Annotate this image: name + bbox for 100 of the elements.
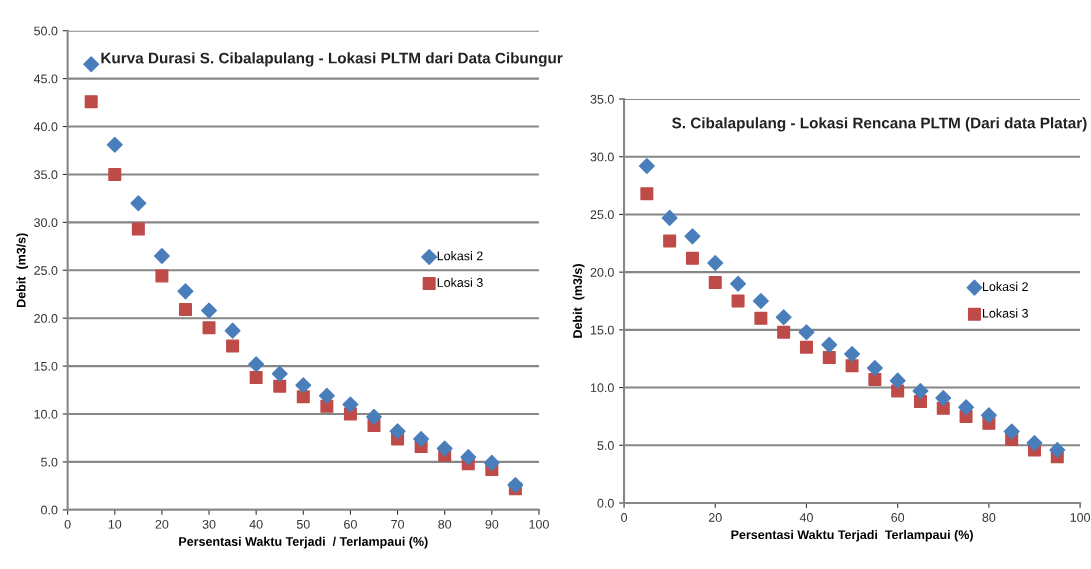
- point: [153, 247, 170, 264]
- point: [798, 324, 815, 341]
- point: [708, 276, 722, 290]
- point: [1049, 441, 1066, 458]
- y-tick-label: 0.0: [597, 498, 614, 508]
- y-tick-label: 10.0: [34, 409, 58, 419]
- point: [296, 390, 310, 404]
- point: [436, 440, 453, 457]
- point: [958, 399, 975, 416]
- point: [913, 394, 927, 408]
- text: Kurva Durasi S. Cibalapulang - Lokasi PLTM dari Data Cibungur: [101, 52, 563, 67]
- y-tick-label: 5.0: [597, 441, 614, 450]
- x-tick-label: 40: [799, 513, 813, 522]
- point: [155, 269, 169, 283]
- y-axis-title: Debit (m3/s): [572, 264, 585, 338]
- y-axis-title: Debit (m3/s): [16, 233, 29, 307]
- point: [685, 251, 699, 265]
- x-tick-label: 80: [982, 513, 996, 522]
- point: [1003, 423, 1020, 440]
- point: [752, 293, 769, 309]
- point: [661, 209, 678, 226]
- point: [707, 254, 724, 271]
- x-axis-title: Persentasi Waktu Terjadi / Terlampaui (%): [179, 536, 428, 549]
- point: [731, 294, 745, 308]
- point: [822, 351, 836, 365]
- point: [638, 157, 655, 174]
- y-tick-label: 25.0: [590, 210, 614, 220]
- point: [889, 372, 906, 389]
- point: [389, 423, 406, 440]
- point: [131, 222, 145, 236]
- point: [684, 228, 701, 245]
- x-tick-label: 10: [108, 519, 122, 529]
- point: [845, 359, 859, 373]
- point: [201, 302, 218, 319]
- point: [936, 401, 950, 415]
- y-tick-label: 30.0: [34, 218, 58, 228]
- y-tick-label: 20.0: [34, 313, 58, 323]
- x-tick-label: 30: [202, 519, 216, 529]
- point: [295, 377, 312, 394]
- point: [249, 371, 263, 385]
- text: S. Cibalapulang - Lokasi Rencana PLTM (Dari data Platar): [672, 117, 1087, 132]
- y-tick-label: 20.0: [590, 267, 614, 277]
- point: [178, 303, 192, 317]
- point: [821, 336, 838, 353]
- point: [130, 195, 147, 212]
- point: [248, 356, 265, 373]
- point: [507, 476, 524, 493]
- point: [640, 187, 654, 201]
- point: [754, 311, 768, 325]
- x-tick-label: 100: [529, 519, 549, 529]
- point: [777, 325, 791, 339]
- point: [1026, 434, 1043, 451]
- point: [224, 322, 241, 339]
- x-tick-label: 60: [891, 513, 905, 522]
- x-tick-label: 20: [155, 519, 169, 529]
- y-tick-label: 35.0: [34, 170, 58, 180]
- legend-label: Lokasi 3: [437, 277, 483, 287]
- y-tick-label: 40.0: [33, 122, 58, 132]
- x-tick-label: 20: [708, 513, 722, 522]
- point: [83, 56, 100, 73]
- point: [460, 449, 477, 466]
- x-tick-label: 90: [485, 519, 499, 529]
- y-tick-label: 15.0: [590, 325, 614, 335]
- point: [912, 383, 929, 400]
- legend-label: Lokasi 2: [437, 251, 483, 261]
- x-tick-label: 70: [391, 519, 405, 529]
- x-tick-label: 50: [296, 519, 310, 529]
- point: [844, 346, 861, 363]
- x-tick-label: 0: [621, 513, 628, 522]
- point: [271, 365, 288, 382]
- point: [868, 372, 882, 386]
- point: [273, 379, 287, 393]
- y-tick-label: 5.0: [41, 457, 58, 467]
- point: [663, 234, 677, 248]
- point: [108, 167, 122, 181]
- point: [866, 359, 883, 376]
- y-tick-label: 15.0: [34, 361, 58, 371]
- x-tick-label: 100: [1070, 513, 1091, 522]
- point: [106, 136, 123, 153]
- y-tick-label: 50.0: [34, 26, 58, 36]
- legend-label: Lokasi 2: [982, 281, 1028, 292]
- x-tick-label: 80: [438, 519, 452, 529]
- x-tick-label: 40: [249, 519, 263, 529]
- point: [483, 454, 500, 471]
- point: [342, 396, 359, 413]
- y-tick-label: 25.0: [34, 266, 58, 275]
- point: [320, 399, 334, 413]
- x-axis-title: Persentasi Waktu Terjadi Terlampaui (%): [731, 529, 973, 542]
- point: [366, 408, 382, 425]
- y-tick-label: 10.0: [590, 383, 614, 393]
- point: [202, 321, 216, 335]
- point: [935, 389, 952, 406]
- x-tick-label: 60: [344, 519, 357, 529]
- y-tick-label: 35.0: [590, 94, 614, 104]
- point: [730, 275, 747, 292]
- point: [413, 430, 430, 447]
- point: [318, 387, 335, 404]
- point: [177, 283, 194, 300]
- point: [980, 407, 997, 424]
- y-tick-label: 30.0: [590, 152, 614, 162]
